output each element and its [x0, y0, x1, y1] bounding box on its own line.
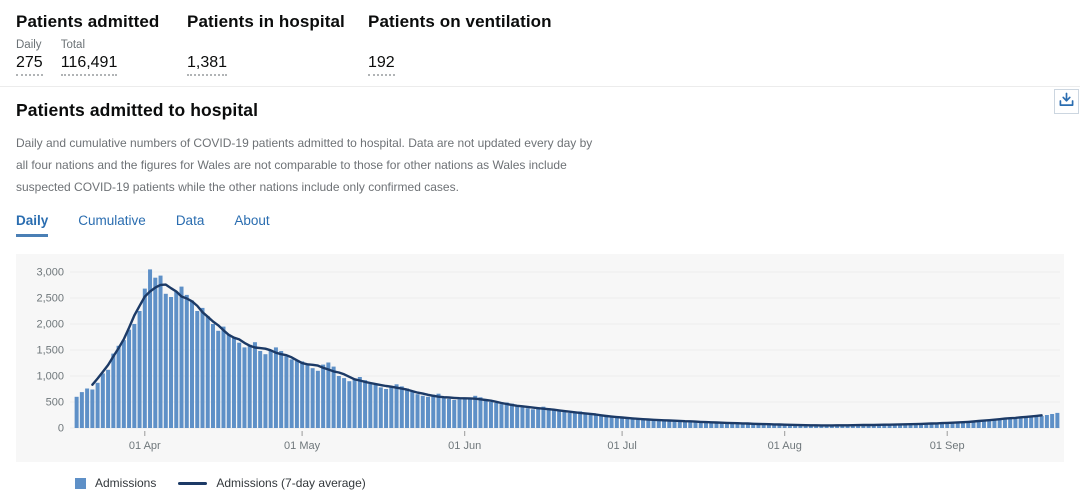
tab-daily[interactable]: Daily: [16, 213, 49, 237]
stat-patients-admitted: Patients admitted Daily 275 Total 116,49…: [16, 12, 187, 76]
legend-item-average: Admissions (7-day average): [178, 476, 366, 490]
average-line-swatch-icon: [178, 481, 208, 485]
svg-text:500: 500: [46, 397, 64, 409]
card-top-divider: [0, 86, 1080, 87]
stat-title: Patients admitted: [16, 12, 160, 31]
legend-label: Admissions: [95, 476, 157, 490]
svg-text:01 Apr: 01 Apr: [129, 440, 161, 452]
card-description: Daily and cumulative numbers of COVID-19…: [16, 136, 593, 194]
svg-text:2,500: 2,500: [36, 293, 64, 305]
tab-data[interactable]: Data: [175, 213, 205, 228]
svg-text:01 May: 01 May: [284, 440, 321, 452]
stat-patients-on-ventilation: Patients on ventilation 192: [368, 12, 552, 76]
svg-text:01 Jul: 01 Jul: [607, 440, 636, 452]
stat-metric-value[interactable]: 116,491: [60, 54, 118, 76]
svg-text:01 Jun: 01 Jun: [448, 440, 481, 452]
svg-text:0: 0: [58, 423, 64, 435]
card-title: Patients admitted to hospital: [16, 100, 259, 120]
stat-patients-in-hospital: Patients in hospital 1,381: [187, 12, 368, 76]
stat-metric-label: [368, 39, 395, 53]
svg-text:01 Sep: 01 Sep: [930, 440, 965, 452]
download-icon: [1059, 92, 1074, 112]
summary-strip: Patients admitted Daily 275 Total 116,49…: [0, 0, 1080, 76]
stat-title: Patients on ventilation: [368, 12, 552, 31]
svg-text:1,000: 1,000: [36, 371, 64, 383]
stat-metric-label: Total: [60, 39, 85, 51]
stat-title: Patients in hospital: [187, 12, 345, 31]
svg-text:2,000: 2,000: [36, 319, 64, 331]
svg-text:1,500: 1,500: [36, 345, 64, 357]
stat-metric-value[interactable]: 1,381: [187, 54, 228, 76]
stat-metric-value[interactable]: 192: [368, 54, 395, 76]
tab-bar: Daily Cumulative Data About: [16, 213, 1064, 237]
svg-text:3,000: 3,000: [36, 267, 64, 279]
stat-metric-label: [187, 39, 227, 53]
admissions-chart[interactable]: 0 500 1,000 1,500 2,000 2,500 3,000 01 Apr 01 Ma…: [16, 254, 1064, 462]
tab-about[interactable]: About: [234, 213, 270, 228]
svg-text:01 Aug: 01 Aug: [768, 440, 802, 452]
patients-admitted-card: Patients admitted to hospital Daily and …: [0, 87, 1080, 490]
chart-legend: Admissions Admissions (7-day average): [16, 476, 1064, 490]
stat-metric-label: Daily: [16, 39, 42, 51]
stat-metric-value[interactable]: 275: [16, 54, 43, 76]
download-button[interactable]: [1054, 89, 1079, 114]
legend-label: Admissions (7-day average): [216, 476, 366, 490]
legend-item-admissions: Admissions: [75, 476, 156, 490]
tab-cumulative[interactable]: Cumulative: [78, 213, 146, 228]
chart-canvas[interactable]: 0 500 1,000 1,500 2,000 2,500 3,000 01 Apr 01 Ma…: [16, 254, 1064, 462]
admissions-swatch-icon: [75, 477, 86, 489]
